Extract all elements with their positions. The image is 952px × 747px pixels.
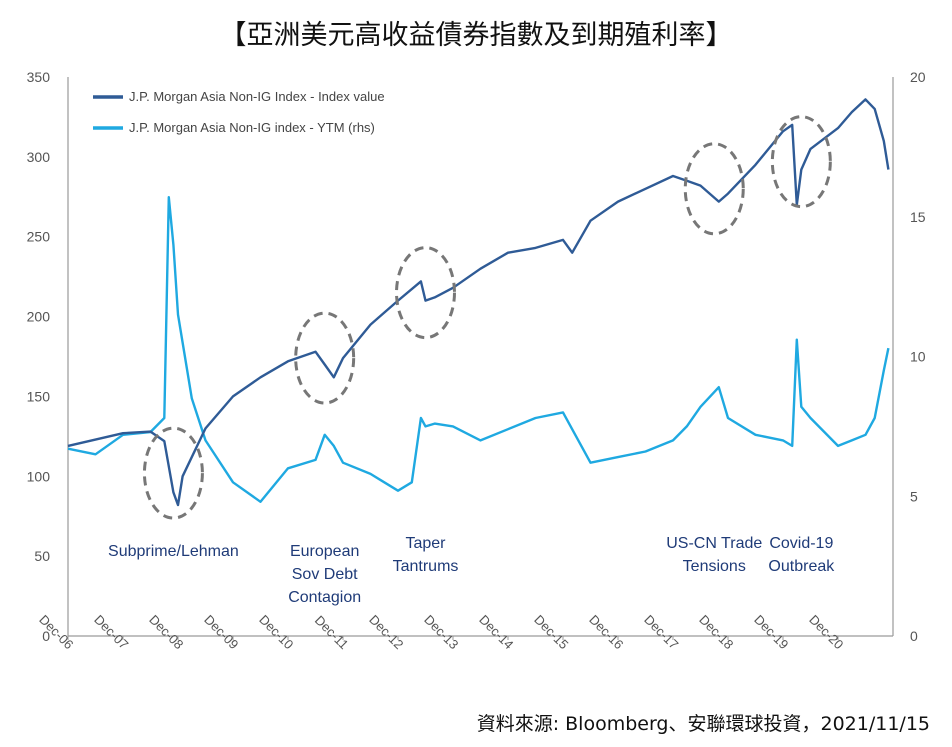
x-tick-label: Dec-20 xyxy=(806,612,846,652)
event-circle-covid xyxy=(770,115,832,209)
event-circles xyxy=(142,115,832,520)
y-right-tick-label: 20 xyxy=(910,69,926,85)
x-tick-label: Dec-08 xyxy=(146,612,186,652)
x-tick-label: Dec-15 xyxy=(531,612,571,652)
event-circle-uscn xyxy=(683,142,745,236)
legend-label-ytm: J.P. Morgan Asia Non-IG index - YTM (rhs… xyxy=(129,120,375,135)
x-tick-label: Dec-07 xyxy=(91,612,131,652)
series-lines xyxy=(67,98,890,507)
y-left-tick-label: 250 xyxy=(27,229,51,245)
x-tick-label: Dec-14 xyxy=(476,612,516,652)
event-circle-euro xyxy=(294,311,356,405)
event-labels: Subprime/Lehman European Sov Debt Contagion… xyxy=(108,535,835,606)
event-circle-subprime xyxy=(142,426,204,520)
event-label-uscn: Tensions xyxy=(683,558,746,575)
y-left-tick-label: 300 xyxy=(27,149,51,165)
event-label-taper: Tantrums xyxy=(393,558,459,575)
series-line-ytm xyxy=(67,195,890,503)
event-circle-taper xyxy=(395,246,456,340)
x-tick-label: Dec-10 xyxy=(256,612,296,652)
x-axis-ticks: Dec-06 Dec-07 Dec-08 Dec-09 Dec-10 Dec-11 Dec-… xyxy=(36,612,846,652)
y-left-tick-label: 100 xyxy=(27,468,51,484)
y-left-tick-label: 50 xyxy=(34,548,50,564)
y-left-tick-label: 350 xyxy=(27,69,51,85)
axes xyxy=(67,77,894,637)
event-label-euro: Sov Debt xyxy=(292,566,358,583)
event-label-subprime: Subprime/Lehman xyxy=(108,543,239,560)
event-label-euro: European xyxy=(290,543,359,560)
x-tick-label: Dec-18 xyxy=(696,612,736,652)
y-axis-right-ticks: 0 5 10 15 20 xyxy=(910,69,926,644)
y-left-tick-label: 0 xyxy=(42,628,50,644)
y-right-tick-label: 0 xyxy=(910,628,918,644)
event-label-uscn: US-CN Trade xyxy=(666,535,762,552)
event-label-euro: Contagion xyxy=(288,589,361,606)
x-tick-label: Dec-09 xyxy=(201,612,241,652)
y-left-tick-label: 200 xyxy=(27,309,51,325)
y-right-tick-label: 15 xyxy=(910,209,926,225)
legend: J.P. Morgan Asia Non-IG Index - Index va… xyxy=(93,89,385,135)
x-tick-label: Dec-11 xyxy=(312,613,352,653)
event-label-taper: Taper xyxy=(405,535,446,552)
x-tick-label: Dec-13 xyxy=(421,612,461,652)
event-label-covid: Outbreak xyxy=(768,558,835,575)
y-right-tick-label: 10 xyxy=(910,349,926,365)
x-tick-label: Dec-19 xyxy=(751,612,791,652)
x-tick-label: Dec-16 xyxy=(586,612,626,652)
event-label-covid: Covid-19 xyxy=(769,535,833,552)
chart-title: 【亞洲美元高收益債券指數及到期殖利率】 xyxy=(220,20,733,51)
x-tick-label: Dec-17 xyxy=(641,612,681,652)
source-note: 資料來源: Bloomberg、安聯環球投資，2021/11/15 xyxy=(477,713,930,735)
series-line-index xyxy=(67,98,890,507)
x-tick-label: Dec-12 xyxy=(366,612,406,652)
y-left-tick-label: 150 xyxy=(27,388,51,404)
y-axis-left-ticks: 0 50 100 150 200 250 300 350 xyxy=(27,69,51,644)
y-right-tick-label: 5 xyxy=(910,488,918,504)
legend-label-index: J.P. Morgan Asia Non-IG Index - Index va… xyxy=(129,89,385,104)
